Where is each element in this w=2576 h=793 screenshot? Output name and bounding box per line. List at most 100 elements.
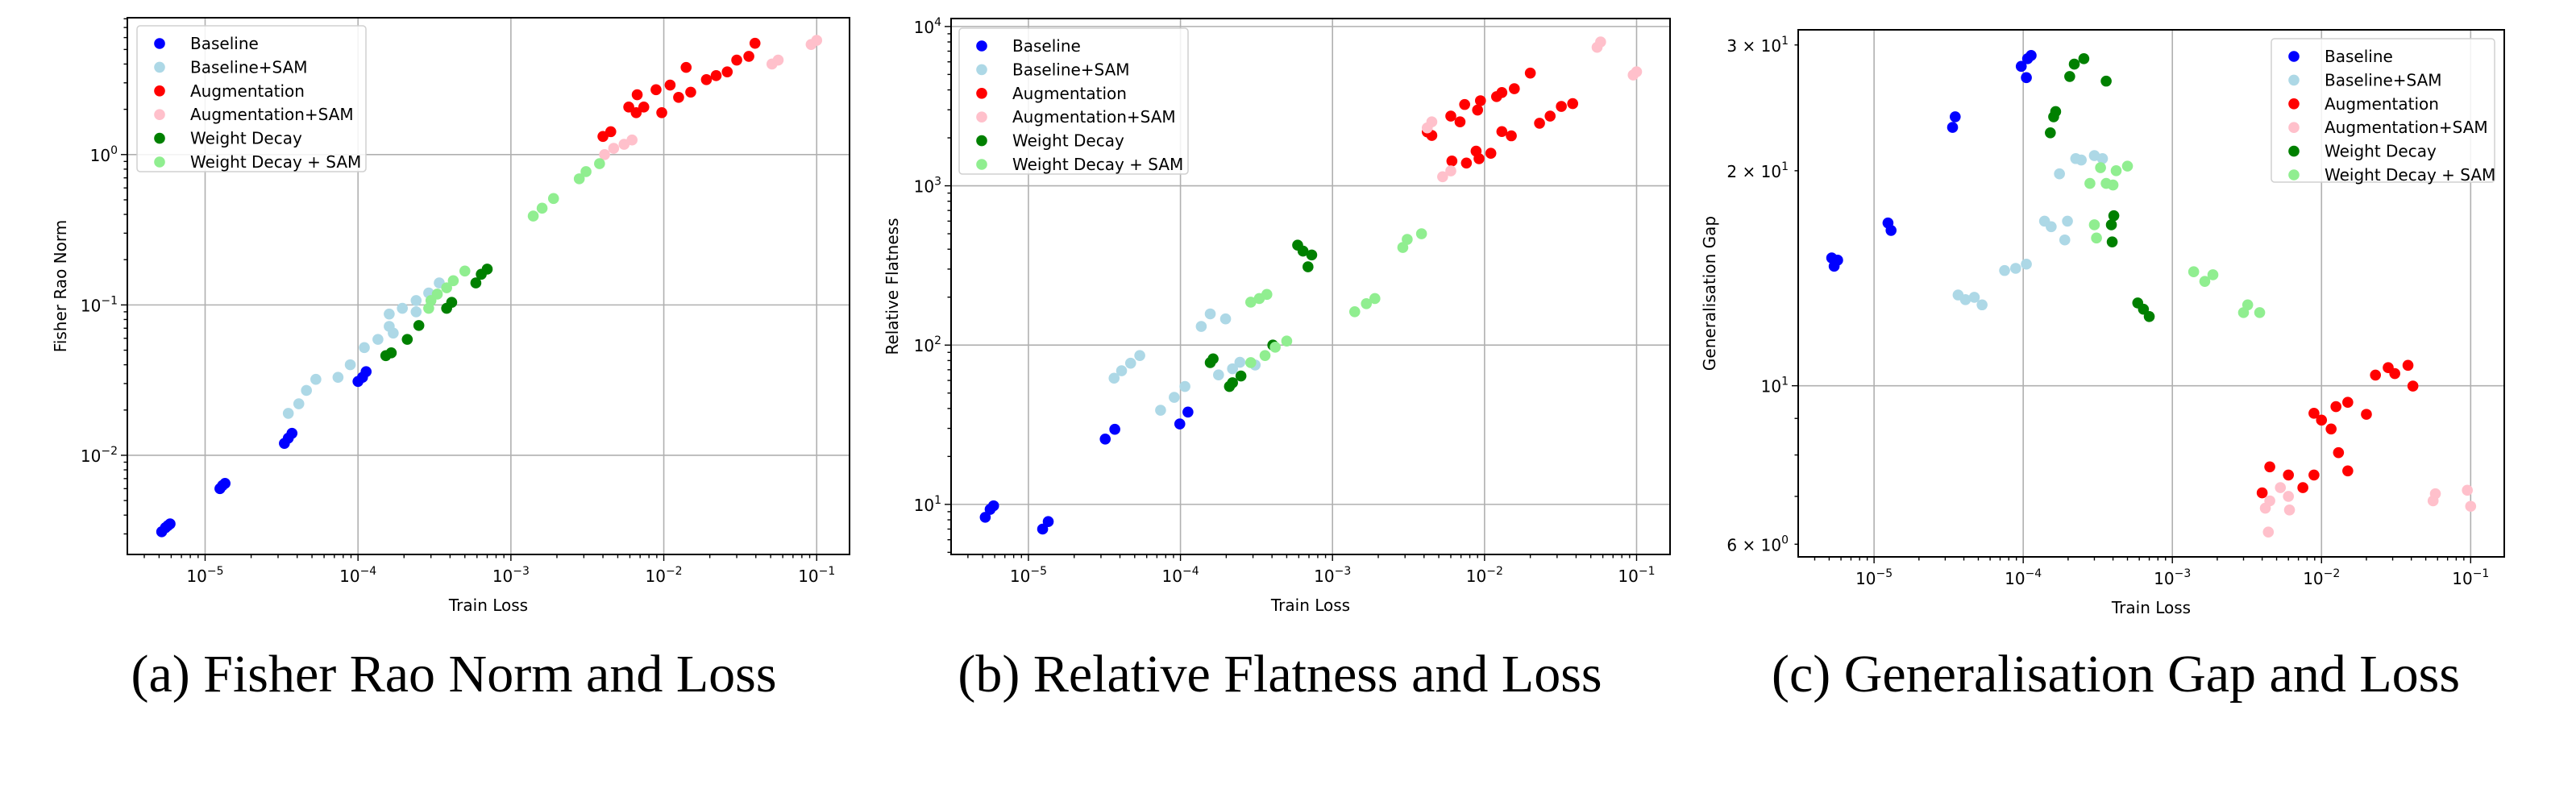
data-point bbox=[710, 70, 722, 81]
legend-marker bbox=[154, 156, 165, 168]
data-point bbox=[2105, 219, 2117, 230]
x-tick-base: 10 bbox=[339, 567, 359, 586]
y-tick-base: 10 bbox=[914, 336, 934, 355]
data-point bbox=[1828, 260, 1840, 272]
data-point bbox=[310, 373, 322, 385]
data-point bbox=[2283, 491, 2295, 502]
data-point bbox=[731, 54, 742, 66]
data-point bbox=[1134, 350, 1145, 361]
legend-marker bbox=[2288, 145, 2300, 157]
data-point bbox=[410, 295, 422, 306]
data-point bbox=[1219, 313, 1232, 325]
x-tick-label: 10−2 bbox=[1466, 565, 1503, 586]
data-point bbox=[1261, 289, 1273, 301]
data-point bbox=[743, 51, 754, 62]
data-point bbox=[1207, 353, 1219, 365]
data-point bbox=[673, 92, 684, 103]
data-point bbox=[2015, 60, 2027, 73]
x-tick-exponent: −5 bbox=[1876, 567, 1893, 580]
data-point bbox=[2088, 219, 2100, 230]
x-tick-label: 10−2 bbox=[2303, 567, 2340, 588]
x-tick-label: 10−5 bbox=[1010, 565, 1047, 586]
data-point bbox=[1631, 66, 1643, 77]
data-point bbox=[1037, 523, 1049, 535]
series-weight-decay-sam bbox=[423, 158, 605, 314]
y-tick-exponent: 0 bbox=[110, 144, 118, 157]
y-tick-base: 10 bbox=[914, 18, 934, 37]
data-point bbox=[605, 126, 617, 138]
data-point bbox=[987, 500, 999, 512]
x-tick-label: 10−1 bbox=[2452, 567, 2489, 588]
data-point bbox=[1269, 342, 1281, 353]
data-point bbox=[2010, 263, 2021, 274]
legend-label: Baseline bbox=[190, 34, 259, 53]
legend-label: Baseline+SAM bbox=[2325, 70, 2442, 89]
data-point bbox=[1303, 261, 1314, 272]
data-point bbox=[1245, 297, 1257, 308]
data-point bbox=[594, 158, 605, 169]
data-point bbox=[359, 342, 370, 354]
data-point bbox=[372, 334, 384, 345]
legend-marker bbox=[2288, 169, 2300, 181]
data-point bbox=[2075, 154, 2087, 166]
data-point bbox=[1234, 356, 1246, 368]
y-tick-exponent: 3 bbox=[934, 176, 941, 189]
y-tick-label: 103 bbox=[914, 176, 941, 197]
data-point bbox=[2361, 409, 2372, 420]
series-weight-decay bbox=[380, 264, 493, 362]
data-point bbox=[1556, 101, 1567, 112]
data-point bbox=[459, 265, 471, 277]
y-tick-base: 10 bbox=[914, 496, 934, 515]
x-tick-exponent: −5 bbox=[207, 565, 224, 578]
y-tick-exponent: 1 bbox=[1781, 376, 1789, 388]
data-point bbox=[1213, 369, 1224, 380]
legend-label: Baseline+SAM bbox=[1012, 60, 1130, 79]
y-tick-base: 2 × 10 bbox=[1726, 162, 1781, 181]
y-tick-exponent: −1 bbox=[101, 294, 118, 307]
data-point bbox=[749, 37, 761, 49]
y-axis-label: Fisher Rao Norm bbox=[51, 220, 70, 352]
data-point bbox=[1108, 372, 1120, 384]
data-point bbox=[1508, 83, 1520, 94]
y-axis-label: Relative Flatness bbox=[883, 218, 902, 355]
data-point bbox=[2325, 423, 2337, 435]
data-point bbox=[1446, 156, 1458, 167]
data-point bbox=[638, 102, 650, 113]
data-point bbox=[580, 166, 592, 177]
x-tick-label: 10−5 bbox=[186, 565, 223, 586]
data-point bbox=[1182, 406, 1194, 418]
data-point bbox=[2108, 210, 2120, 222]
data-point bbox=[2256, 487, 2268, 499]
y-tick-exponent: 1 bbox=[934, 494, 941, 507]
legend-box bbox=[136, 25, 367, 172]
data-point bbox=[2046, 221, 2057, 233]
y-tick-exponent: 4 bbox=[934, 16, 941, 29]
data-point bbox=[2283, 469, 2295, 481]
x-tick-base: 10 bbox=[798, 567, 818, 586]
x-tick-base: 10 bbox=[2452, 569, 2472, 588]
series-baseline-sam bbox=[1108, 308, 1261, 416]
y-tick-label: 101 bbox=[1761, 376, 1789, 396]
data-point bbox=[623, 102, 634, 113]
data-point bbox=[2121, 160, 2134, 172]
legend-marker bbox=[976, 40, 987, 52]
y-tick-base: 6 × 10 bbox=[1726, 535, 1781, 554]
y-tick-exponent: 0 bbox=[1781, 534, 1789, 546]
legend-label: Augmentation+SAM bbox=[190, 105, 354, 124]
x-tick-base: 10 bbox=[1466, 567, 1486, 586]
legend-marker bbox=[2288, 122, 2300, 133]
x-tick-label: 10−4 bbox=[339, 565, 376, 586]
legend-box bbox=[2271, 38, 2495, 183]
data-point bbox=[2465, 500, 2477, 513]
data-point bbox=[360, 366, 372, 377]
x-tick-label: 10−4 bbox=[2005, 567, 2042, 588]
axes-frame bbox=[950, 18, 1671, 555]
data-point bbox=[1567, 98, 1579, 110]
y-tick-label: 3 × 101 bbox=[1726, 35, 1789, 56]
data-point bbox=[2106, 236, 2118, 247]
y-tick-label: 6 × 100 bbox=[1726, 534, 1789, 554]
legend-label: Weight Decay + SAM bbox=[2325, 165, 2495, 185]
data-point bbox=[2370, 369, 2381, 381]
x-tick-exponent: −1 bbox=[1639, 565, 1656, 578]
